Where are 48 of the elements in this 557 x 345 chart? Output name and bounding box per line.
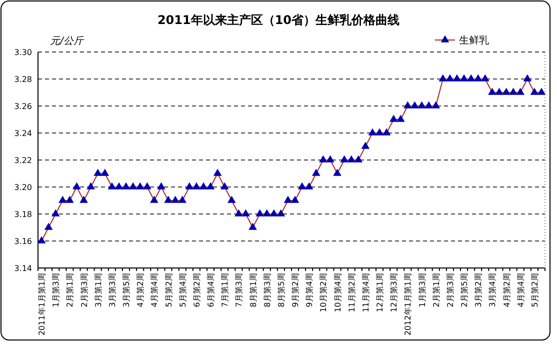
x-tick-label: 12月第1周: [376, 273, 385, 312]
x-tick-label: 8月第3周: [262, 273, 272, 308]
x-tick-label: 1月第3周: [418, 273, 427, 308]
x-tick-label: 12月第3周: [390, 273, 399, 312]
x-tick-label: 4月第4周: [150, 273, 160, 308]
x-tick-label: 4月第4周: [516, 273, 526, 308]
y-tick-label: 3.24: [14, 128, 32, 138]
x-tick-label: 2月第1周: [432, 273, 441, 308]
chart-title: 2011年以来主产区（10省）生鲜乳价格曲线: [157, 13, 400, 27]
x-tick-label: 8月第1周: [248, 273, 258, 308]
x-tick-label: 7月第3周: [234, 273, 244, 308]
y-tick-label: 3.20: [14, 182, 32, 192]
y-tick-label: 3.28: [14, 74, 32, 84]
y-tick-label: 3.26: [14, 102, 32, 111]
legend-label: 生鲜乳: [459, 34, 489, 46]
x-tick-label: 8月第5周: [276, 273, 286, 308]
y-tick-label: 3.14: [14, 264, 32, 273]
x-tick-label: 1月第3周: [52, 273, 61, 308]
x-tick-label: 7月第1周: [220, 273, 230, 308]
x-tick-label: 3月第5周: [122, 273, 132, 308]
x-tick-label: 2月第1周: [66, 273, 75, 308]
x-tick-label: 11月第2周: [347, 273, 356, 312]
x-tick-label: 3月第2周: [474, 273, 484, 308]
x-tick-label: 10月第2周: [319, 273, 328, 312]
x-tick-label: 4月第2周: [502, 273, 512, 308]
x-tick-label: 2月第5周: [460, 273, 470, 308]
x-tick-label: 3月第3周: [108, 273, 117, 308]
x-tick-label: 5月第4周: [178, 273, 188, 308]
y-axis-title: 元/公斤: [50, 35, 84, 47]
x-tick-label: 4月第2周: [136, 273, 146, 308]
y-tick-label: 3.22: [14, 156, 32, 165]
x-tick-label: 9月第2周: [291, 273, 300, 308]
x-tick-label: 3月第1周: [94, 273, 103, 308]
x-tick-label: 5月第2周: [164, 273, 174, 308]
y-tick-label: 3.30: [14, 48, 32, 57]
x-tick-label: 3月第4周: [488, 273, 498, 308]
x-tick-label: 11月第4周: [361, 273, 370, 312]
x-tick-label: 9月第4周: [305, 273, 314, 308]
y-tick-label: 3.16: [14, 236, 32, 246]
x-tick-label: 2月第3周: [446, 273, 455, 308]
x-tick-label: 2012年1月第1周: [404, 273, 413, 336]
x-tick-label: 2011年1月第1周: [38, 273, 47, 336]
x-tick-label: 6月第2周: [192, 273, 202, 308]
x-tick-label: 5月第2周: [530, 273, 540, 308]
x-tick-label: 6月第4周: [206, 273, 216, 308]
x-tick-label: 10月第4周: [333, 273, 342, 312]
y-tick-label: 3.18: [14, 210, 32, 219]
x-tick-label: 2月第3周: [80, 273, 89, 308]
